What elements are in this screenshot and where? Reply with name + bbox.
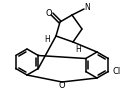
Text: N: N (84, 4, 90, 12)
Text: O: O (59, 82, 65, 90)
Text: H: H (75, 44, 81, 54)
Text: H: H (44, 36, 50, 44)
Text: Cl: Cl (112, 67, 120, 76)
Text: O: O (46, 10, 52, 18)
